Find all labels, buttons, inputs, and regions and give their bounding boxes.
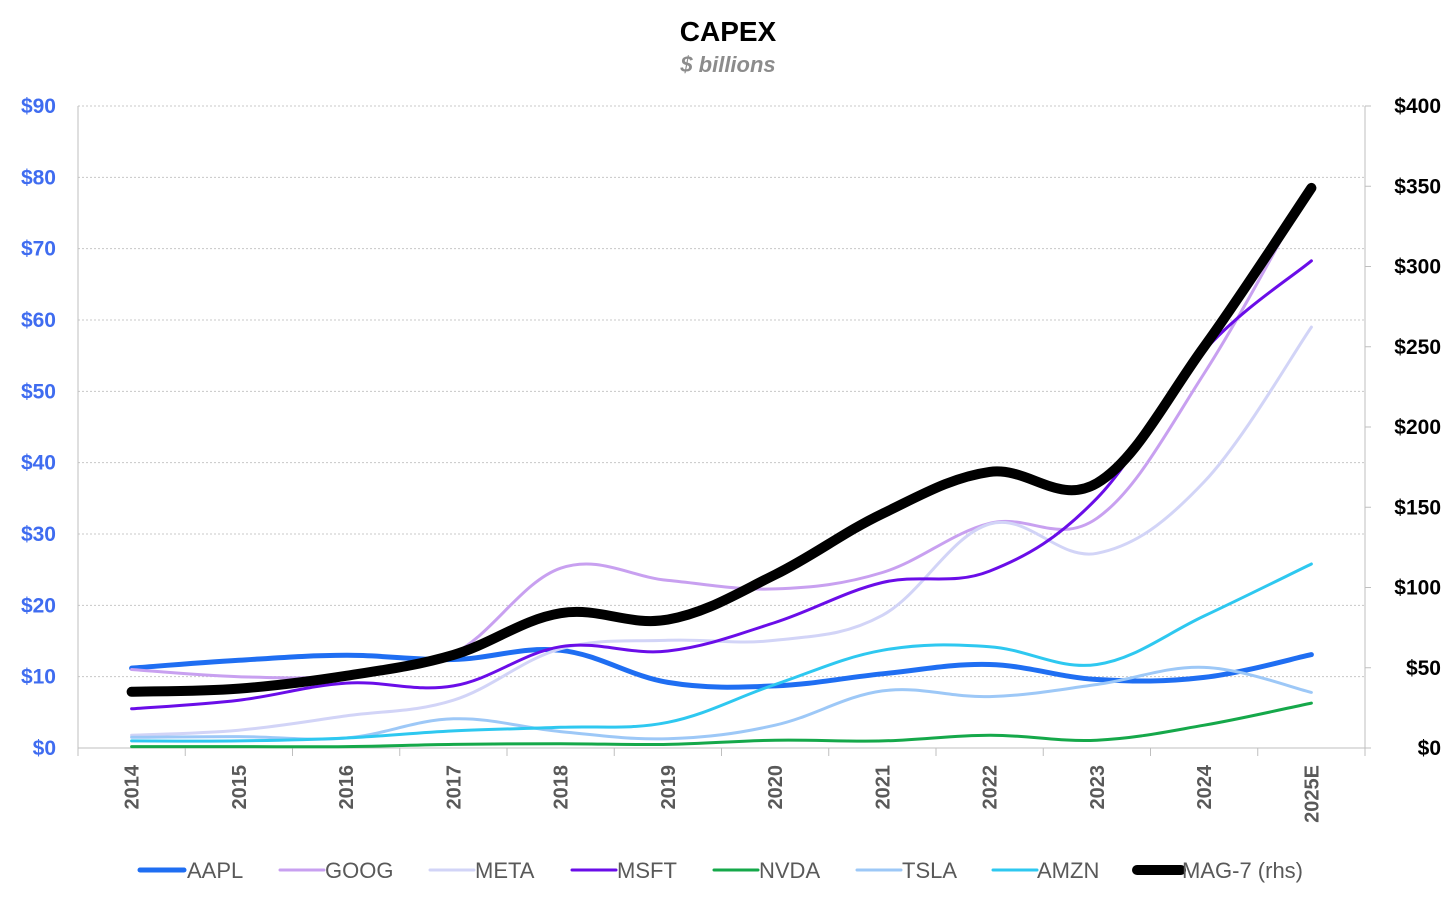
right-tick-label: $100 (1394, 577, 1441, 600)
series-line-amzn (130, 562, 1313, 743)
x-axis-ticks: 2014 2015 2016 2017 2018 2019 2020 2021 2022 2023… (122, 764, 1324, 823)
x-tick-label: 2019 (658, 765, 680, 810)
right-tick-label: $250 (1394, 336, 1441, 359)
left-tick-label: $40 (21, 452, 56, 475)
right-tick-label: $350 (1394, 175, 1441, 198)
left-tick-label: $10 (21, 666, 56, 689)
left-tick-label: $70 (21, 238, 56, 261)
x-tick-label: 2025E (1301, 765, 1323, 823)
right-tick-label: $150 (1394, 496, 1441, 519)
x-tick-label: 2018 (551, 765, 573, 810)
legend-label-aapl: AAPL (187, 858, 243, 883)
left-tick-label: $60 (21, 309, 56, 332)
x-tick-label: 2024 (1194, 764, 1216, 809)
legend-label-amzn: AMZN (1037, 858, 1099, 883)
gridlines (78, 105, 1365, 678)
x-tick-label: 2017 (443, 765, 465, 810)
x-tick-label: 2014 (122, 764, 144, 809)
right-tick-label: $50 (1406, 657, 1441, 680)
legend-label-msft: MSFT (617, 858, 677, 883)
series-line-mag-7-rhs (126, 182, 1317, 697)
left-tick-label: $0 (33, 737, 56, 760)
legend-label-mag-7-rhs: MAG-7 (rhs) (1182, 858, 1303, 883)
legend-label-tsla: TSLA (902, 858, 957, 883)
legend-label-goog: GOOG (325, 858, 393, 883)
left-tick-label: $80 (21, 166, 56, 189)
left-tick-label: $90 (21, 95, 56, 118)
right-tick-label: $400 (1394, 95, 1441, 118)
left-axis-ticks: $0 $10 $20 $30 $40 $50 $60 $70 $80 $90 (21, 95, 56, 760)
x-tick-label: 2022 (980, 765, 1002, 810)
series-lines (126, 182, 1317, 749)
right-tick-label: $0 (1418, 737, 1441, 760)
left-tick-label: $30 (21, 523, 56, 546)
legend-label-nvda: NVDA (759, 858, 820, 883)
left-tick-label: $20 (21, 594, 56, 617)
x-tick-label: 2015 (229, 765, 251, 810)
series-line-meta (130, 325, 1313, 737)
right-tick-label: $200 (1394, 416, 1441, 439)
x-tick-label: 2021 (872, 765, 894, 810)
legend-label-meta: META (475, 858, 535, 883)
left-tick-label: $50 (21, 380, 56, 403)
x-tick-label: 2020 (765, 765, 787, 810)
series-line-nvda (130, 701, 1313, 749)
series-line-aapl (129, 647, 1314, 690)
chart-subtitle: $ billions (680, 52, 776, 77)
x-tick-label: 2016 (336, 765, 358, 810)
right-axis-ticks: $0 $50 $100 $150 $200 $250 $300 $350 $400 (1394, 95, 1441, 760)
x-tick-label: 2023 (1087, 765, 1109, 810)
legend: AAPL GOOG META MSFT NVDA TSLA AMZN MAG-7 (rhs) (137, 858, 1303, 883)
right-tick-label: $300 (1394, 256, 1441, 279)
chart-title: CAPEX (679, 16, 777, 47)
